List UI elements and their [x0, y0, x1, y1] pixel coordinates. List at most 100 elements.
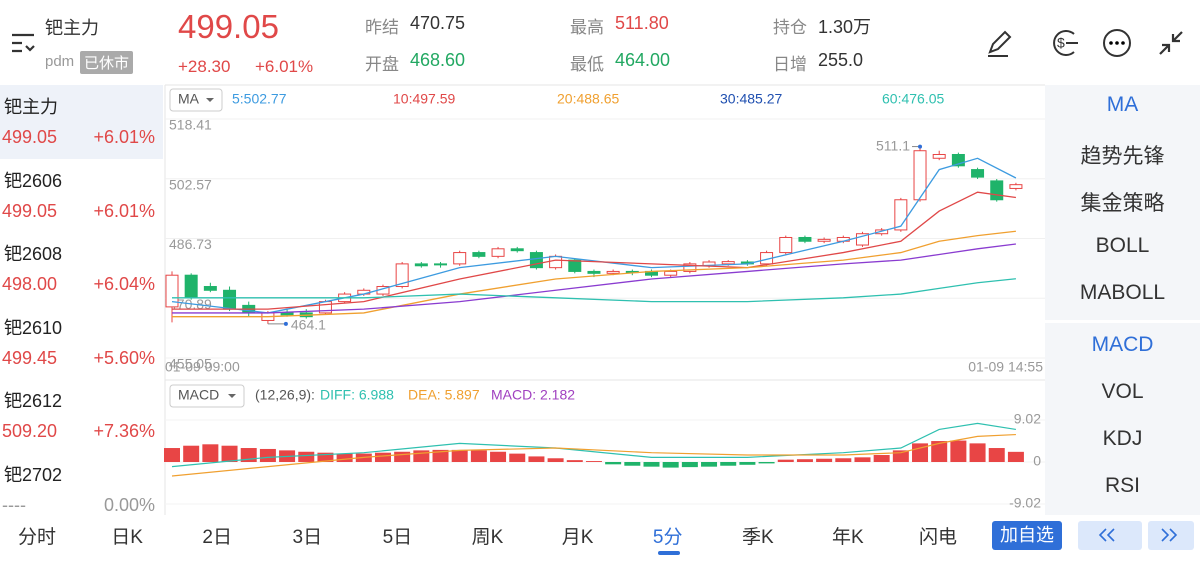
candle-body	[549, 255, 563, 269]
macd-bar	[413, 450, 430, 462]
candle-body	[1009, 184, 1023, 189]
macd-legend: DEA: 5.897	[408, 387, 480, 403]
macd-bar	[969, 443, 986, 462]
macd-legend: DIFF: 6.988	[320, 387, 394, 403]
contract-name: 钯2606	[4, 170, 63, 191]
indicator[interactable]: VOL	[1101, 380, 1144, 403]
macd-bar	[528, 456, 545, 462]
macd-bar	[221, 445, 238, 462]
indicator[interactable]: MABOLL	[1079, 281, 1166, 304]
macd-tick-label: -9.02	[1009, 495, 1041, 511]
contract-item[interactable]: 钯2610 499.45 +5.60%	[0, 306, 163, 380]
indicator[interactable]: BOLL	[1095, 234, 1150, 257]
macd-selector-caret	[228, 394, 236, 398]
contract-item[interactable]: 钯主力 499.05 +6.01%	[0, 85, 163, 159]
y-tick-label: 502.57	[169, 176, 212, 192]
y-tick-label: 455.05	[169, 356, 212, 372]
dea-line	[171, 433, 1016, 477]
next-button[interactable]	[1148, 521, 1194, 550]
macd-bar	[336, 453, 353, 462]
change-pct: +6.01%	[255, 57, 314, 76]
indicator[interactable]: MA	[1106, 93, 1139, 116]
candle-body	[414, 263, 428, 267]
candle-body	[990, 180, 1004, 201]
more-icon[interactable]	[1103, 29, 1131, 57]
contract-item[interactable]: 钯2702 ---- 0.00%	[0, 453, 163, 527]
macd-bar	[183, 445, 200, 462]
end-time: 01-09 14:55	[968, 359, 1043, 375]
indicator[interactable]: 趋势先锋	[1080, 145, 1165, 168]
candle-body	[913, 150, 927, 201]
contract-item[interactable]: 钯2612 509.20 +7.36%	[0, 379, 163, 453]
macd-bar	[777, 459, 794, 462]
candle-body	[817, 238, 831, 242]
contract-list: 钯主力 499.05 +6.01% 钯2606 499.05 +6.01% 钯2608 498…	[0, 85, 163, 525]
macd-bar	[490, 451, 507, 462]
contract-item[interactable]: 钯2608 498.00 +6.04%	[0, 232, 163, 306]
macd-params: (12,26,9):	[255, 387, 315, 403]
stat-label: 开盘	[365, 55, 399, 74]
indicator[interactable]: 集金策略	[1080, 192, 1165, 215]
ma-legend: 10:497.59	[393, 91, 455, 107]
low-dot	[283, 321, 288, 326]
candle-body	[165, 274, 179, 308]
period-tab[interactable]: 2日	[202, 527, 232, 548]
low-label: 464.1	[291, 317, 326, 333]
period-tab[interactable]: 5日	[382, 527, 413, 548]
candle-body	[434, 263, 448, 266]
contract-name: 钯2610	[4, 317, 63, 338]
ma-line	[172, 191, 1017, 310]
macd-bar	[739, 462, 756, 465]
add-watch-button[interactable]: 加自选	[992, 521, 1062, 550]
contract-price: 499.45	[2, 347, 58, 368]
currency-icon[interactable]: $	[1053, 30, 1078, 56]
stat-value: 255.0	[818, 50, 864, 70]
stat-value: 1.30万	[818, 17, 872, 37]
indicator[interactable]: MACD	[1091, 333, 1154, 356]
period-tab[interactable]: 月K	[561, 527, 594, 548]
contract-change: 0.00%	[103, 494, 155, 515]
period-tab[interactable]: 分时	[17, 527, 57, 548]
ma-line	[171, 157, 1017, 314]
candle-body	[587, 270, 601, 274]
draw-icon[interactable]	[988, 30, 1012, 57]
contract-change: +6.04%	[93, 274, 155, 294]
ma-selector-caret	[206, 98, 214, 102]
indicator[interactable]: KDJ	[1102, 427, 1143, 450]
period-tab[interactable]: 日K	[111, 527, 143, 548]
period-tab[interactable]: 年K	[832, 527, 864, 548]
macd-bar	[931, 441, 948, 462]
high-label: 511.1	[876, 137, 910, 153]
macd-bar	[912, 443, 929, 462]
period-tab[interactable]: 3日	[292, 527, 323, 548]
contract-change: +6.01%	[93, 200, 155, 221]
indicator[interactable]: RSI	[1104, 474, 1140, 497]
high-dot	[918, 144, 923, 149]
contract-item[interactable]: 钯2606 499.05 +6.01%	[0, 159, 163, 233]
prev-button[interactable]	[1078, 521, 1142, 550]
candle-body	[472, 252, 486, 257]
period-tab[interactable]: 季K	[741, 527, 774, 548]
period-tab[interactable]: 闪电	[918, 527, 958, 548]
macd-bar	[681, 462, 698, 468]
shrink-icon[interactable]	[1159, 31, 1183, 55]
period-tab[interactable]: 周K	[471, 527, 504, 548]
candle-body	[606, 270, 620, 274]
candle-body	[855, 233, 869, 246]
contract-name: 钯2702	[4, 464, 63, 485]
ma-legend: 20:488.65	[557, 91, 619, 107]
macd-legend: MACD: 2.182	[491, 387, 575, 403]
macd-bar	[816, 458, 833, 462]
menu-icon[interactable]	[10, 30, 36, 56]
stat-value: 511.80	[615, 13, 669, 33]
svg-text:$: $	[1057, 35, 1065, 51]
price: 499.05	[178, 8, 279, 45]
macd-bar	[566, 460, 583, 462]
macd-bar	[950, 440, 967, 462]
contract-price: 499.05	[2, 127, 58, 147]
candle-body	[223, 289, 237, 310]
period-tab[interactable]: 5分	[652, 527, 683, 548]
macd-bar	[796, 459, 813, 462]
contract-name: 钯主力	[45, 18, 99, 38]
